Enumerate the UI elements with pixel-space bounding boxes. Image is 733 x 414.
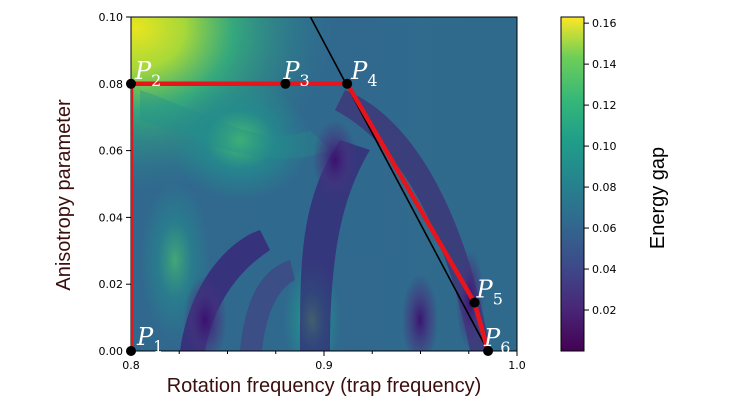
y-tick-label: 0.04 bbox=[99, 211, 124, 224]
heatmap-image bbox=[131, 17, 517, 351]
colorbar-tick-label: 0.12 bbox=[592, 99, 617, 112]
boundary-line bbox=[309, 17, 489, 351]
y-tick-label: 0.06 bbox=[99, 145, 124, 158]
y-axis-label: Anisotropy parameter bbox=[53, 99, 75, 291]
colorbar-tick-label: 0.08 bbox=[592, 181, 617, 194]
y-tick-label: 0.02 bbox=[99, 278, 124, 291]
path-point-marker bbox=[342, 78, 353, 89]
x-tick-label: 1.0 bbox=[508, 359, 526, 372]
y-tick-label: 0.00 bbox=[99, 345, 124, 358]
colorbar-tick-label: 0.14 bbox=[592, 58, 617, 71]
x-axis-label: Rotation frequency (trap frequency) bbox=[167, 375, 482, 397]
path-point-label: P2 bbox=[134, 57, 161, 90]
x-tick-label: 0.8 bbox=[122, 359, 140, 372]
path-point-label: P4 bbox=[350, 57, 377, 90]
x-tick-label: 0.9 bbox=[315, 359, 333, 372]
y-tick-label: 0.10 bbox=[99, 11, 124, 24]
adiabatic-path bbox=[131, 81, 491, 351]
y-tick-label: 0.08 bbox=[99, 78, 124, 91]
path-point-marker bbox=[469, 297, 480, 308]
colorbar-tick-label: 0.10 bbox=[592, 140, 617, 153]
path-point-label: P5 bbox=[476, 276, 503, 309]
colorbar-tick-label: 0.04 bbox=[592, 263, 617, 276]
colorbar-tick-label: 0.16 bbox=[592, 17, 617, 30]
path-point-marker bbox=[280, 78, 291, 89]
colorbar bbox=[560, 16, 585, 352]
colorbar-tick-label: 0.06 bbox=[592, 222, 617, 235]
path-point-label: P6 bbox=[483, 324, 510, 357]
path-point-marker bbox=[483, 346, 494, 356]
path-point-label: P3 bbox=[282, 57, 309, 90]
path-point-label: P1 bbox=[136, 323, 163, 356]
colorbar-tick-label: 0.02 bbox=[592, 304, 617, 317]
colorbar-label: Energy gap bbox=[647, 147, 669, 249]
